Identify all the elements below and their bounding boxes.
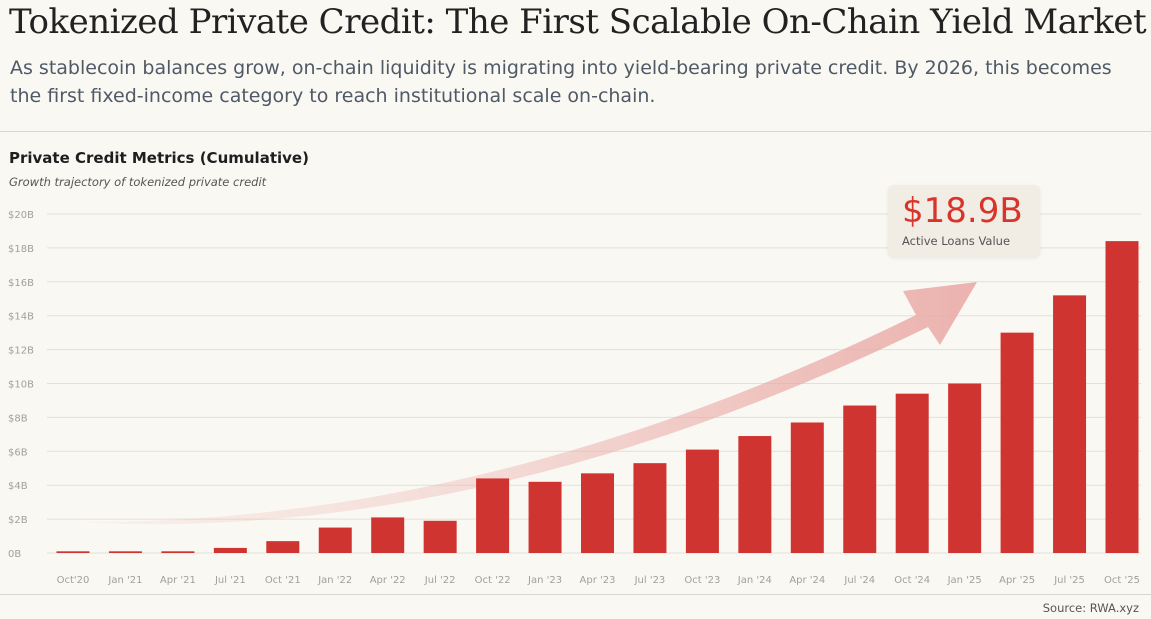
- chart-subtitle: Growth trajectory of tokenized private c…: [9, 175, 267, 189]
- bar: [895, 393, 929, 553]
- bar: [56, 551, 90, 553]
- page-subtitle: As stablecoin balances grow, on-chain li…: [10, 57, 1112, 107]
- chart-title: Private Credit Metrics (Cumulative): [9, 149, 309, 167]
- bar: [581, 473, 614, 553]
- header-divider: [0, 131, 1151, 132]
- x-tick-label: Oct'20: [57, 575, 90, 586]
- x-tick-label: Jan '25: [947, 575, 982, 586]
- bar: [738, 436, 772, 553]
- y-tick-label: $16B: [8, 278, 34, 289]
- bar: [1053, 295, 1087, 553]
- bar: [1105, 241, 1139, 553]
- bar: [423, 520, 457, 553]
- callout-label: Active Loans Value: [902, 234, 1011, 248]
- x-tick-label: Oct '21: [265, 575, 301, 586]
- bar: [528, 481, 562, 553]
- bar: [161, 551, 195, 553]
- bar: [790, 422, 824, 553]
- bar: [108, 551, 142, 553]
- y-tick-label: $18B: [8, 244, 34, 255]
- x-tick-label: Jul '21: [214, 575, 246, 586]
- active-loans-callout: $18.9B Active Loans Value: [888, 185, 1040, 257]
- callout-value: $18.9B: [902, 191, 1023, 231]
- x-tick-label: Jul '24: [843, 575, 875, 586]
- x-tick-label: Jan '21: [107, 575, 142, 586]
- x-tick-label: Apr '23: [580, 575, 616, 586]
- bar: [685, 449, 719, 553]
- x-tick-label: Jul '23: [634, 575, 666, 586]
- x-tick-label: Jul '22: [424, 575, 456, 586]
- y-tick-label: $12B: [8, 346, 34, 357]
- bar: [1000, 332, 1034, 553]
- x-tick-label: Apr '22: [370, 575, 406, 586]
- bar-chart: 0B $2B $4B $6B $8B $10B $12B $14B $16B $18B $20B Oc…: [8, 210, 1141, 586]
- x-tick-label: Oct '24: [894, 575, 930, 586]
- trend-arrow-icon: [75, 282, 977, 525]
- x-tick-label: Jan '24: [737, 575, 772, 586]
- page-title: Tokenized Private Credit: The First Scal…: [9, 2, 1147, 42]
- y-tick-label: $4B: [8, 481, 28, 492]
- x-tick-label: Jul '25: [1053, 575, 1085, 586]
- bar: [371, 517, 405, 553]
- bar: [476, 478, 510, 553]
- bar: [843, 405, 877, 553]
- x-tick-label: Oct '23: [684, 575, 720, 586]
- y-tick-label: $2B: [8, 515, 28, 526]
- footer-divider: [0, 594, 1151, 595]
- x-tick-label: Apr '21: [160, 575, 196, 586]
- x-tick-label: Jan '23: [527, 575, 562, 586]
- bar: [318, 527, 352, 553]
- x-tick-label: Oct '22: [475, 575, 511, 586]
- bar: [266, 541, 300, 553]
- x-tick-label: Oct '25: [1104, 575, 1140, 586]
- y-tick-label: $20B: [8, 210, 34, 221]
- bar: [633, 463, 667, 553]
- y-tick-label: $8B: [8, 413, 28, 424]
- y-tick-label: $10B: [8, 380, 34, 391]
- bar: [948, 383, 982, 553]
- source-note: Source: RWA.xyz: [1042, 601, 1139, 615]
- x-tick-label: Jan '22: [317, 575, 352, 586]
- bar: [213, 547, 247, 553]
- x-tick-label: Apr '25: [999, 575, 1035, 586]
- y-tick-label: $14B: [8, 312, 34, 323]
- y-tick-label: 0B: [8, 549, 21, 560]
- x-tick-label: Apr '24: [789, 575, 825, 586]
- y-tick-label: $6B: [8, 447, 28, 458]
